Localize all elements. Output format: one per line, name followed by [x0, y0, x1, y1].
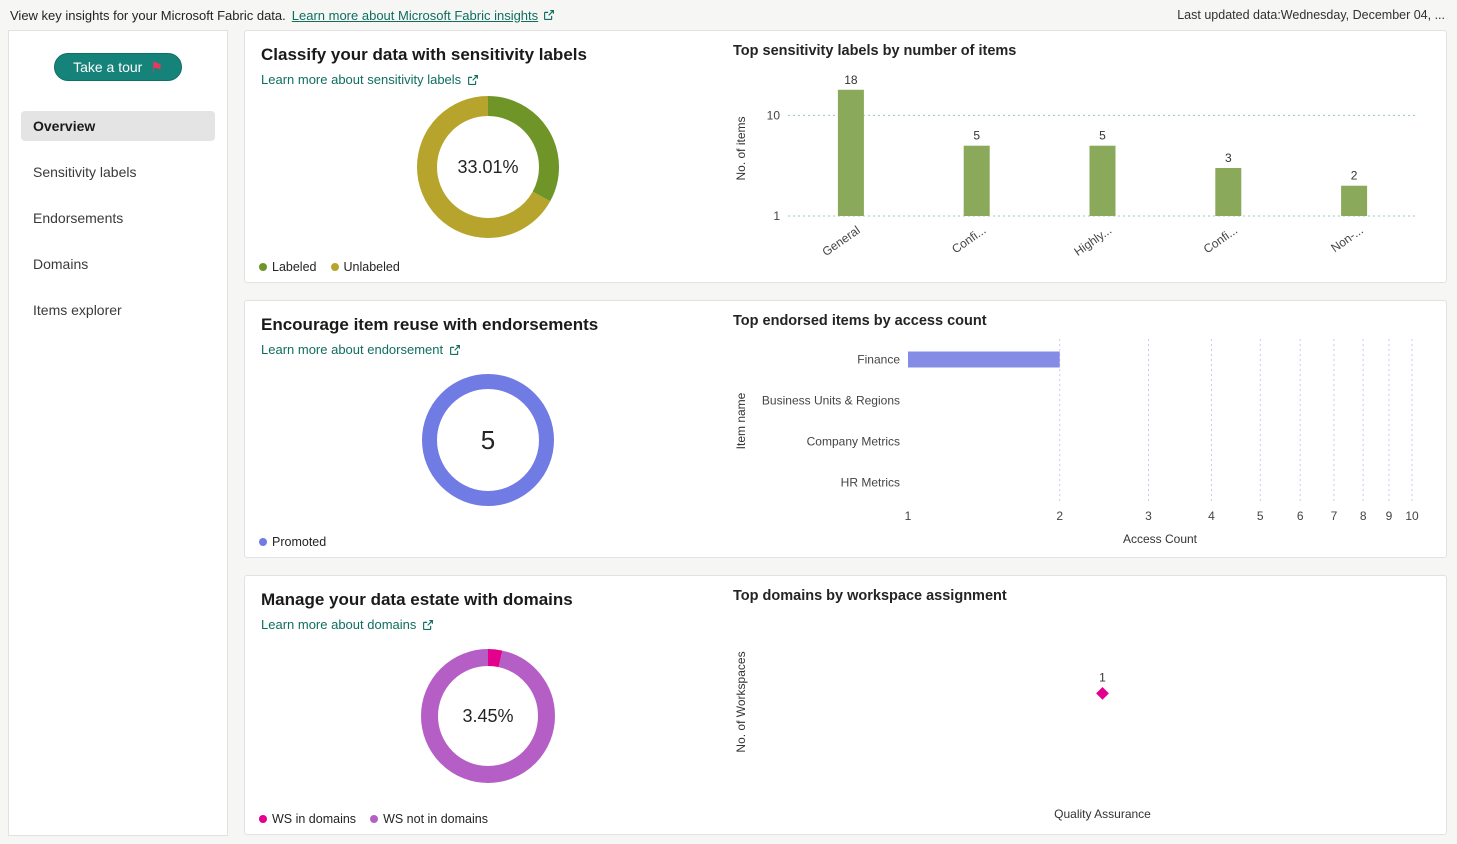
- svg-text:1: 1: [905, 509, 912, 523]
- legend-dot: [370, 815, 379, 823]
- external-link-icon: [450, 344, 461, 355]
- legend-item[interactable]: Promoted: [259, 535, 326, 549]
- sidebar-item-overview[interactable]: Overview: [21, 111, 215, 141]
- svg-text:1: 1: [773, 209, 780, 223]
- sensitivity-learn-more-label: Learn more about sensitivity labels: [261, 72, 462, 87]
- legend-item[interactable]: WS not in domains: [370, 812, 488, 826]
- sensitivity-learn-more-link[interactable]: Learn more about sensitivity labels: [261, 72, 480, 87]
- take-a-tour-label: Take a tour: [73, 59, 143, 75]
- domains-scatter-chart: 1 Quality Assurance No. of Workspaces: [733, 606, 1432, 826]
- sidebar-item-endorsements[interactable]: Endorsements: [33, 210, 124, 226]
- svg-text:Company Metrics: Company Metrics: [807, 435, 900, 449]
- domains-card-title: Manage your data estate with domains: [261, 590, 573, 609]
- domains-card: Manage your data estate with domains Lea…: [244, 575, 1447, 835]
- sidebar-item-sensitivity-labels[interactable]: Sensitivity labels: [33, 164, 137, 180]
- svg-text:10: 10: [767, 108, 781, 122]
- endorsements-card-title: Encourage item reuse with endorsements: [261, 315, 599, 334]
- svg-text:Access Count: Access Count: [1123, 532, 1198, 546]
- domains-scatter-chart-title: Top domains by workspace assignment: [733, 588, 1007, 604]
- legend-label: Labeled: [272, 260, 317, 274]
- legend-item[interactable]: WS in domains: [259, 812, 356, 826]
- last-updated-text: Last updated data:Wednesday, December 04…: [1177, 8, 1445, 22]
- sensitivity-bar-chart-title: Top sensitivity labels by number of item…: [733, 43, 1017, 59]
- svg-text:2: 2: [1351, 169, 1358, 183]
- svg-text:3: 3: [1145, 509, 1152, 523]
- svg-text:Business Units & Regions: Business Units & Regions: [762, 394, 900, 408]
- svg-text:18: 18: [844, 73, 858, 87]
- domains-learn-more-label: Learn more about domains: [261, 617, 417, 632]
- svg-text:8: 8: [1360, 509, 1367, 523]
- svg-text:Non-...: Non-...: [1328, 223, 1366, 255]
- external-link-icon: [544, 10, 555, 21]
- legend-dot: [330, 263, 339, 271]
- fabric-insights-learn-more-link[interactable]: Learn more about Microsoft Fabric insigh…: [292, 8, 556, 23]
- svg-text:Confi...: Confi...: [1201, 223, 1240, 256]
- sensitivity-labels-card: Classify your data with sensitivity labe…: [244, 30, 1447, 283]
- fabric-insights-learn-more-label: Learn more about Microsoft Fabric insigh…: [291, 7, 539, 23]
- legend-dot: [259, 538, 267, 546]
- svg-text:1: 1: [1099, 670, 1106, 684]
- svg-text:5: 5: [973, 129, 980, 143]
- svg-text:5: 5: [1257, 509, 1264, 523]
- endorsements-card: Encourage item reuse with endorsements L…: [244, 300, 1447, 558]
- take-a-tour-button[interactable]: Take a tour ⚑: [54, 53, 182, 81]
- legend-item[interactable]: Labeled: [259, 260, 317, 274]
- legend-dot: [259, 263, 267, 271]
- legend-label: WS in domains: [272, 812, 357, 826]
- domains-legend: WS in domains WS not in domains: [259, 812, 488, 826]
- svg-text:33.01%: 33.01%: [457, 157, 518, 177]
- legend-dot: [259, 815, 267, 823]
- endorsements-learn-more-link[interactable]: Learn more about endorsement: [261, 342, 462, 357]
- top-bar: View key insights for your Microsoft Fab…: [0, 0, 1457, 30]
- svg-text:HR Metrics: HR Metrics: [841, 476, 900, 490]
- svg-text:3: 3: [1225, 151, 1232, 165]
- external-link-icon: [423, 619, 434, 630]
- svg-text:No. of Workspaces: No. of Workspaces: [734, 651, 748, 752]
- svg-text:7: 7: [1331, 509, 1338, 523]
- svg-text:3.45%: 3.45%: [462, 706, 513, 726]
- svg-text:General: General: [820, 223, 863, 259]
- svg-text:Quality Assurance: Quality Assurance: [1054, 807, 1151, 821]
- svg-text:5: 5: [1099, 129, 1106, 143]
- sidebar-item-items-explorer[interactable]: Items explorer: [33, 302, 122, 318]
- sidebar-item-domains[interactable]: Domains: [33, 256, 89, 272]
- external-link-icon: [468, 74, 479, 85]
- endorsements-bar-chart-title: Top endorsed items by access count: [733, 313, 987, 329]
- svg-text:5: 5: [481, 425, 495, 455]
- flag-icon: ⚑: [150, 59, 163, 75]
- domains-donut-chart: 3.45%: [419, 647, 557, 790]
- main-content: Classify your data with sensitivity labe…: [244, 30, 1447, 836]
- sensitivity-donut-chart: 33.01%: [415, 94, 561, 245]
- endorsements-hbar-chart: 1 2 3 4 5 6 7 8 9 10 Finance Business Units & Regio…: [733, 331, 1432, 549]
- svg-text:6: 6: [1297, 509, 1304, 523]
- endorsements-legend: Promoted: [259, 535, 326, 549]
- svg-text:9: 9: [1386, 509, 1393, 523]
- legend-label: Unlabeled: [343, 260, 400, 274]
- sensitivity-bar-chart: 1 10 18 General 5 Confi... 5 Highly... 3 Confi...…: [733, 61, 1432, 274]
- svg-text:No. of items: No. of items: [734, 116, 748, 180]
- endorsements-learn-more-label: Learn more about endorsement: [261, 342, 444, 357]
- endorsements-donut-chart: 5: [420, 372, 556, 513]
- page-intro-text: View key insights for your Microsoft Fab…: [10, 7, 286, 23]
- svg-text:Item name: Item name: [734, 392, 748, 449]
- svg-text:4: 4: [1208, 509, 1215, 523]
- svg-text:10: 10: [1405, 509, 1419, 523]
- svg-text:Highly...: Highly...: [1071, 223, 1114, 259]
- sensitivity-legend: Labeled Unlabeled: [259, 260, 400, 274]
- svg-text:Confi...: Confi...: [949, 223, 988, 256]
- sidebar-nav: Overview Sensitivity labels Endorsements…: [21, 111, 215, 325]
- svg-text:2: 2: [1056, 509, 1063, 523]
- sidebar: Take a tour ⚑ Overview Sensitivity label…: [8, 30, 228, 836]
- sensitivity-card-title: Classify your data with sensitivity labe…: [261, 45, 587, 64]
- legend-label: WS not in domains: [383, 812, 488, 826]
- domains-learn-more-link[interactable]: Learn more about domains: [261, 617, 435, 632]
- svg-text:Finance: Finance: [857, 353, 900, 367]
- legend-item[interactable]: Unlabeled: [330, 260, 400, 274]
- legend-label: Promoted: [272, 535, 327, 549]
